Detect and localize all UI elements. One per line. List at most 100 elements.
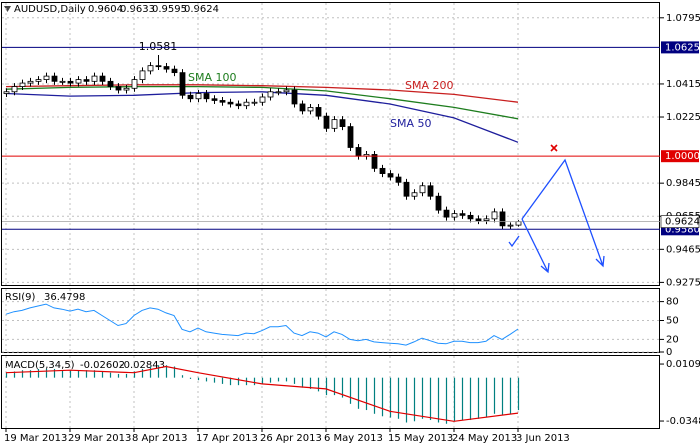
x-tick-label: 19 Mar 2013 <box>4 433 67 444</box>
candle-body <box>323 115 330 129</box>
candle-body <box>171 68 178 74</box>
macd-panel-frame <box>1 355 660 429</box>
candle-body <box>339 119 346 127</box>
candle-body <box>427 185 434 197</box>
candle-body <box>307 107 314 112</box>
arrow-zigzag <box>521 158 605 268</box>
candle-body <box>507 224 514 227</box>
candle-body <box>379 167 386 174</box>
candle-body <box>243 101 250 107</box>
candle-body <box>347 126 354 148</box>
x-tick-label: 17 Apr 2013 <box>196 433 258 444</box>
header-open: 0.9604 <box>88 4 123 15</box>
candle-body <box>99 75 106 82</box>
level-label: 0.9580 <box>665 224 700 235</box>
x-tick-label: 8 Apr 2013 <box>132 433 187 444</box>
last-price-box <box>660 215 700 228</box>
macd-current: -0.02602 <box>80 360 125 371</box>
rsi-current: 36.4798 <box>44 292 85 303</box>
x-tick-label: 3 Jun 2013 <box>516 433 570 444</box>
candle-body <box>419 185 426 194</box>
candle-body <box>203 93 210 100</box>
candle-body <box>163 66 170 70</box>
check-mark <box>508 235 520 248</box>
candle-body <box>475 218 482 221</box>
candle-body <box>91 75 98 82</box>
candle-body <box>123 87 130 91</box>
candle-body <box>491 211 498 220</box>
candle-body <box>251 101 258 104</box>
header-high: 0.9633 <box>120 4 155 15</box>
main-panel-frame <box>1 2 660 286</box>
candle-body <box>395 176 402 183</box>
candle-body <box>131 79 138 89</box>
x-tick-label: 15 May 2013 <box>388 433 453 444</box>
moving-average <box>5 84 519 103</box>
last-price-label: 0.9624 <box>665 217 700 228</box>
header-close: 0.9624 <box>184 4 219 15</box>
header-low: 0.9595 <box>152 4 187 15</box>
candle-body <box>435 195 442 211</box>
x-tick-label: 24 May 2013 <box>452 433 517 444</box>
y-tick-label: 1.0225 <box>666 112 700 123</box>
candle-body <box>67 80 74 84</box>
candle-body <box>155 65 162 68</box>
candle-body <box>355 147 362 157</box>
x-tick-label: 6 May 2013 <box>324 433 383 444</box>
moving-average <box>5 85 519 120</box>
candle-body <box>115 86 122 91</box>
y-tick-label: 50 <box>666 316 679 327</box>
candle-body <box>467 214 474 220</box>
candle-body <box>499 211 506 227</box>
candle-body <box>387 173 394 178</box>
candle-body <box>83 79 90 82</box>
y-tick-label: 0.9275 <box>666 277 700 288</box>
candle-body <box>403 181 410 197</box>
candle-body <box>371 154 378 169</box>
macd-signal-current: -0.02843 <box>120 360 165 371</box>
moving-average <box>5 91 519 143</box>
candle-body <box>291 89 298 105</box>
cross-mark <box>550 144 558 152</box>
candle-body <box>35 79 42 82</box>
y-tick-label: 80 <box>666 297 679 308</box>
level-box <box>661 41 699 54</box>
candle-body <box>139 70 146 80</box>
y-tick-label: 0.9465 <box>666 244 700 255</box>
candle-body <box>227 101 234 105</box>
candle-body <box>515 221 522 226</box>
candle-body <box>331 119 338 129</box>
candle-body <box>267 91 274 98</box>
y-tick-label: 0 <box>666 347 672 358</box>
y-tick-label: 0.01094 <box>666 359 700 370</box>
macd-title: MACD(5,34,5) <box>5 360 75 371</box>
x-tick-label: 26 Apr 2013 <box>260 433 322 444</box>
candle-body <box>179 72 186 96</box>
candle-body <box>219 100 226 103</box>
level-label: 1.0000 <box>665 151 700 162</box>
candle-body <box>43 75 50 80</box>
chart-title: AUDUSD,Daily <box>14 4 86 15</box>
candle-body <box>211 98 218 101</box>
candle-body <box>27 80 34 84</box>
symbol-icon <box>4 6 11 12</box>
candle-body <box>299 103 306 112</box>
y-tick-label: 20 <box>666 334 679 345</box>
candle-body <box>411 192 418 197</box>
candle-body <box>275 91 282 94</box>
candle-body <box>235 103 242 107</box>
signal-line <box>5 365 519 422</box>
ma-label: SMA 50 <box>390 117 432 130</box>
candle-body <box>59 80 66 83</box>
candle-body <box>315 107 322 117</box>
ma-label: SMA 100 <box>188 71 237 84</box>
candle-body <box>11 86 18 93</box>
candle-body <box>147 65 154 72</box>
arrow-down-short <box>521 218 550 274</box>
candle-body <box>107 80 114 87</box>
ma-label: SMA 200 <box>405 79 454 92</box>
candle-body <box>187 94 194 100</box>
y-tick-label: 1.0795 <box>666 13 700 24</box>
candle-body <box>283 89 290 93</box>
